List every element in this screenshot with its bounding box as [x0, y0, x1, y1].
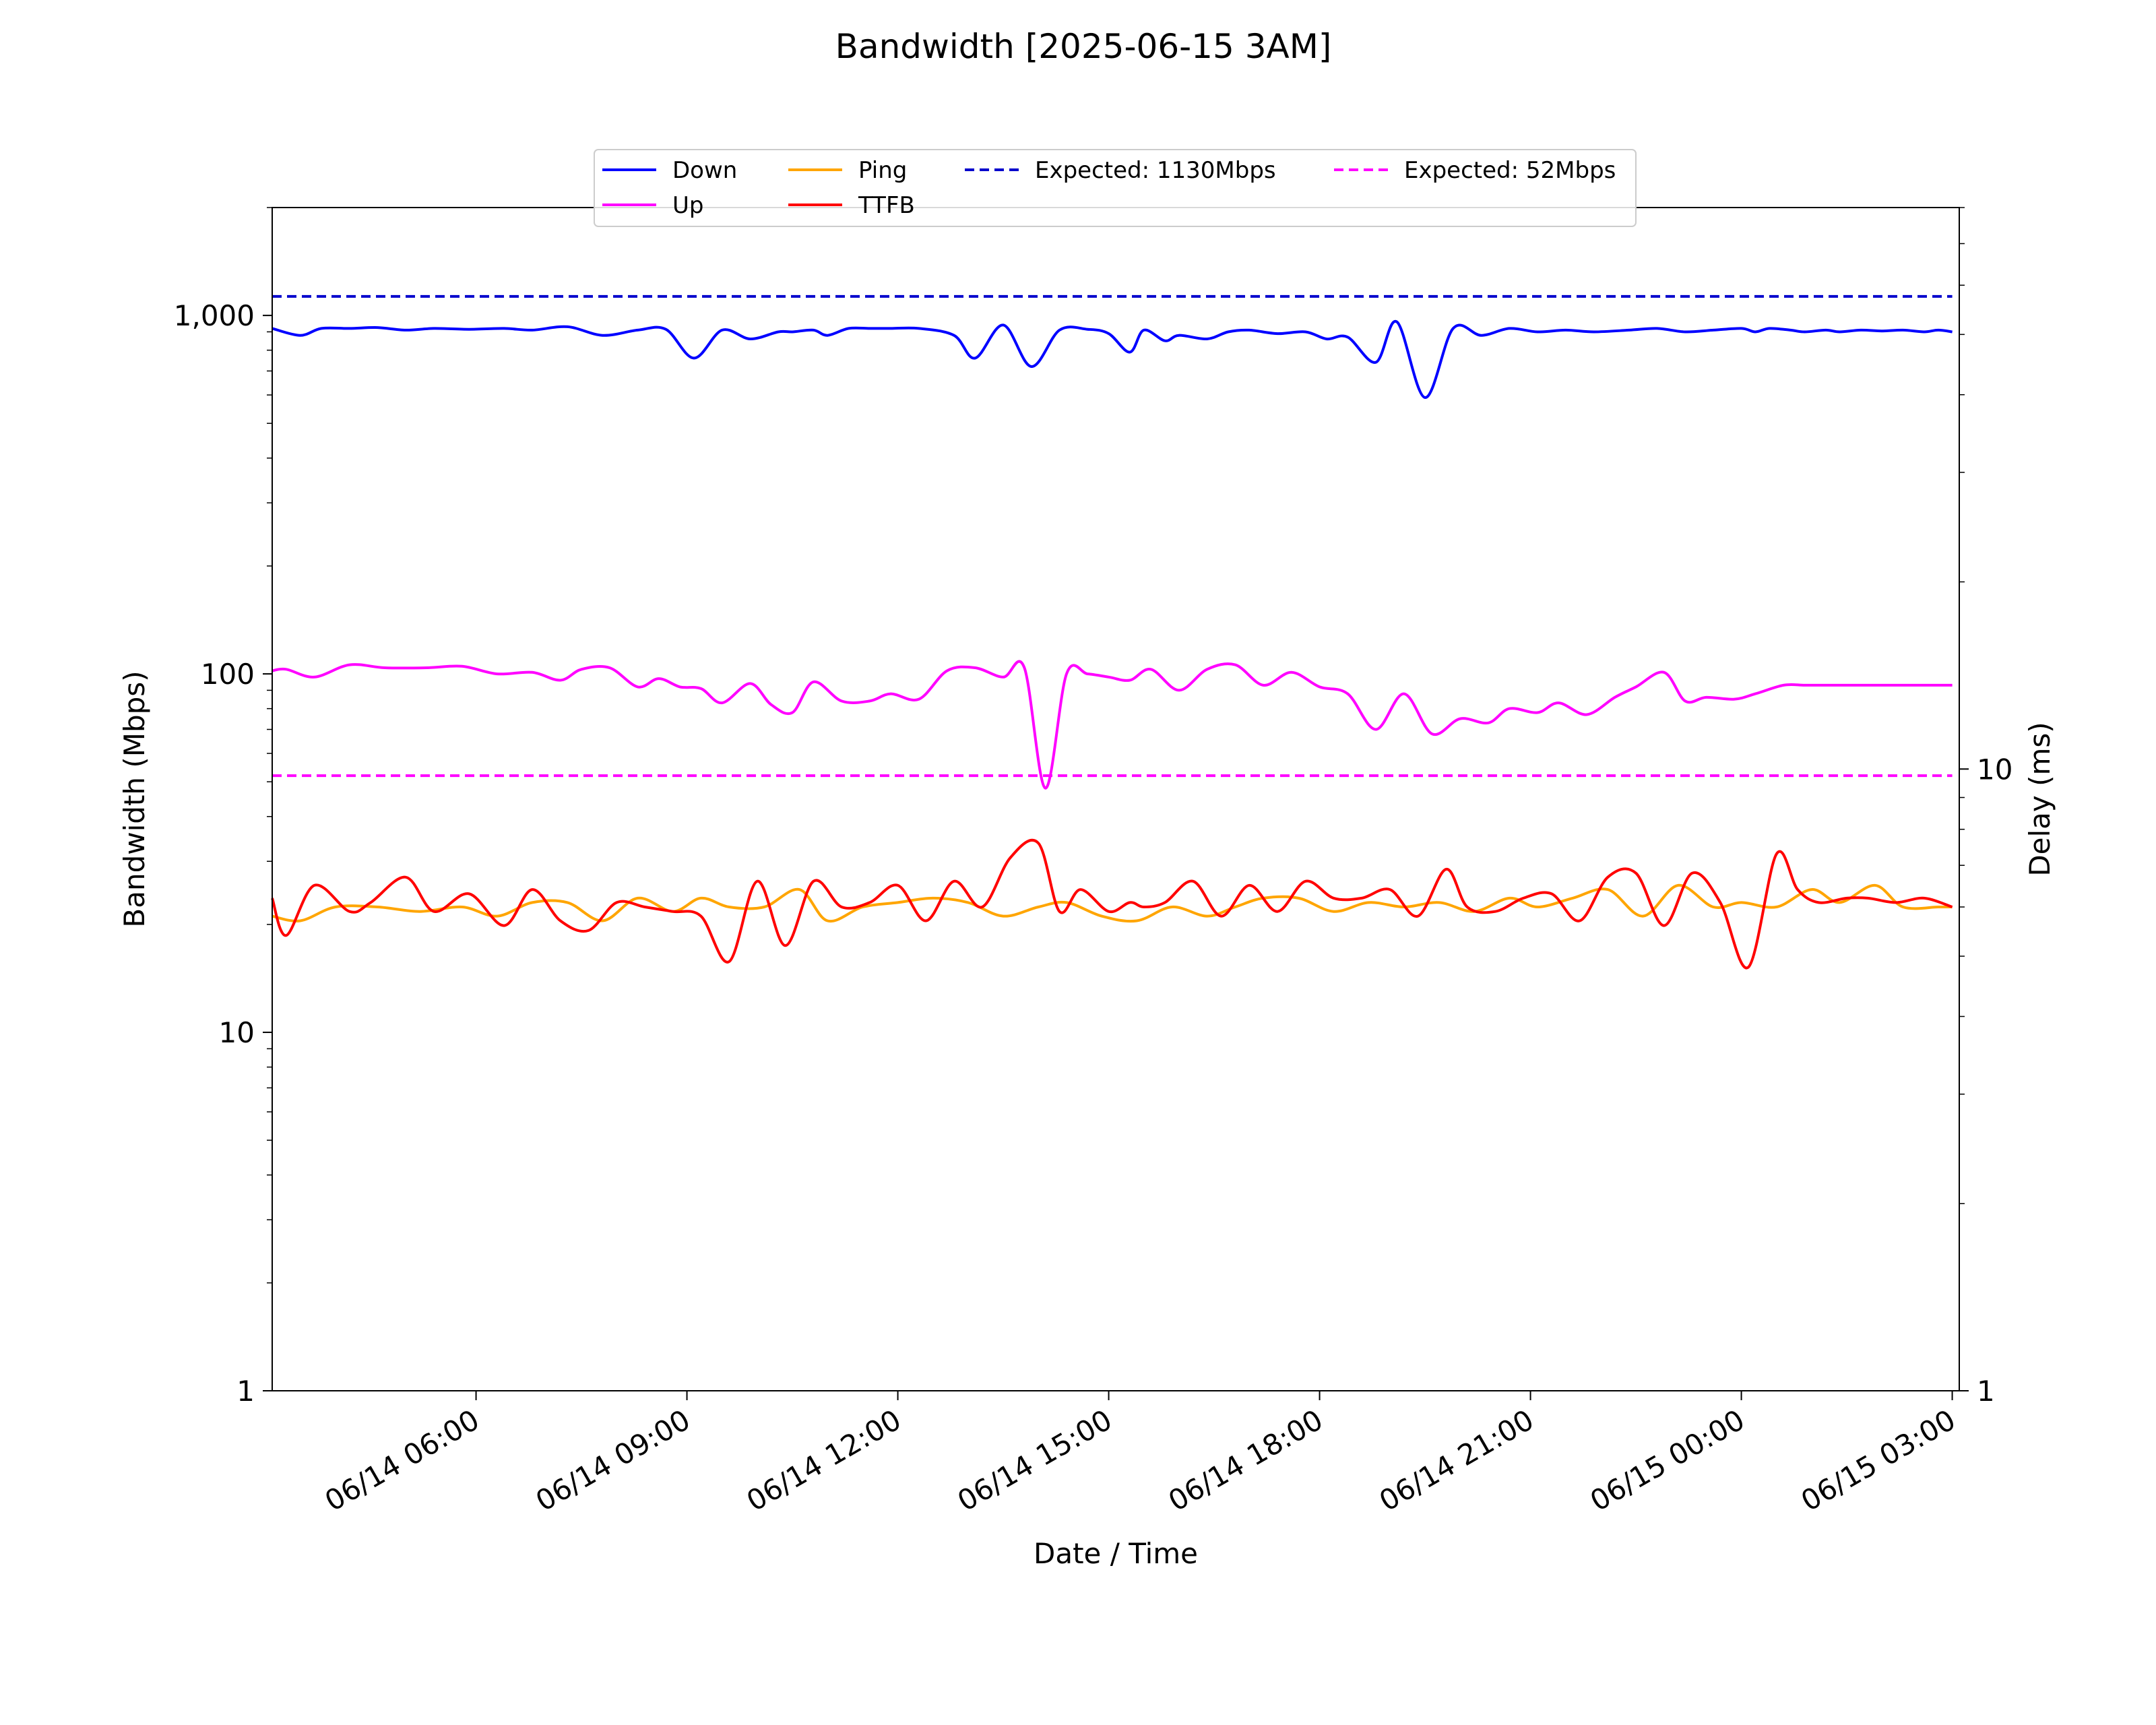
series-line-ping	[272, 883, 1953, 923]
x-axis-label: Date / Time	[1034, 1537, 1198, 1570]
plot-area	[271, 294, 1953, 970]
legend-label: Ping	[858, 157, 907, 184]
y-tick-label: 1	[236, 1375, 255, 1408]
legend-label: Down	[672, 157, 737, 184]
series-line-down	[272, 320, 1953, 399]
y2-tick-label: 1	[1977, 1375, 1995, 1408]
y2-axis-label: Delay (ms)	[2023, 722, 2056, 876]
y-axis-left: 1 10 100 1,000	[174, 207, 272, 1408]
y-tick-label: 10	[219, 1016, 255, 1049]
legend-label: TTFB	[858, 192, 915, 219]
series-line-up	[272, 660, 1953, 790]
series-line-ttfb	[271, 838, 1953, 970]
legend-label: Expected: 1130Mbps	[1035, 157, 1276, 184]
y-axis-label: Bandwidth (Mbps)	[118, 670, 151, 927]
y-tick-label: 1,000	[174, 299, 255, 332]
y2-tick-label: 10	[1977, 753, 2012, 786]
y-tick-label: 100	[201, 658, 255, 691]
legend-label: Expected: 52Mbps	[1404, 157, 1616, 184]
y-axis-right: 1 10	[1959, 207, 2012, 1408]
legend-box	[594, 149, 1637, 227]
chart-title: Bandwidth [2025-06-15 3AM]	[835, 27, 1332, 66]
legend: Down Up Ping TTFB Expected: 1130Mbps Expected…	[594, 149, 1637, 227]
legend-label: Up	[672, 192, 703, 219]
